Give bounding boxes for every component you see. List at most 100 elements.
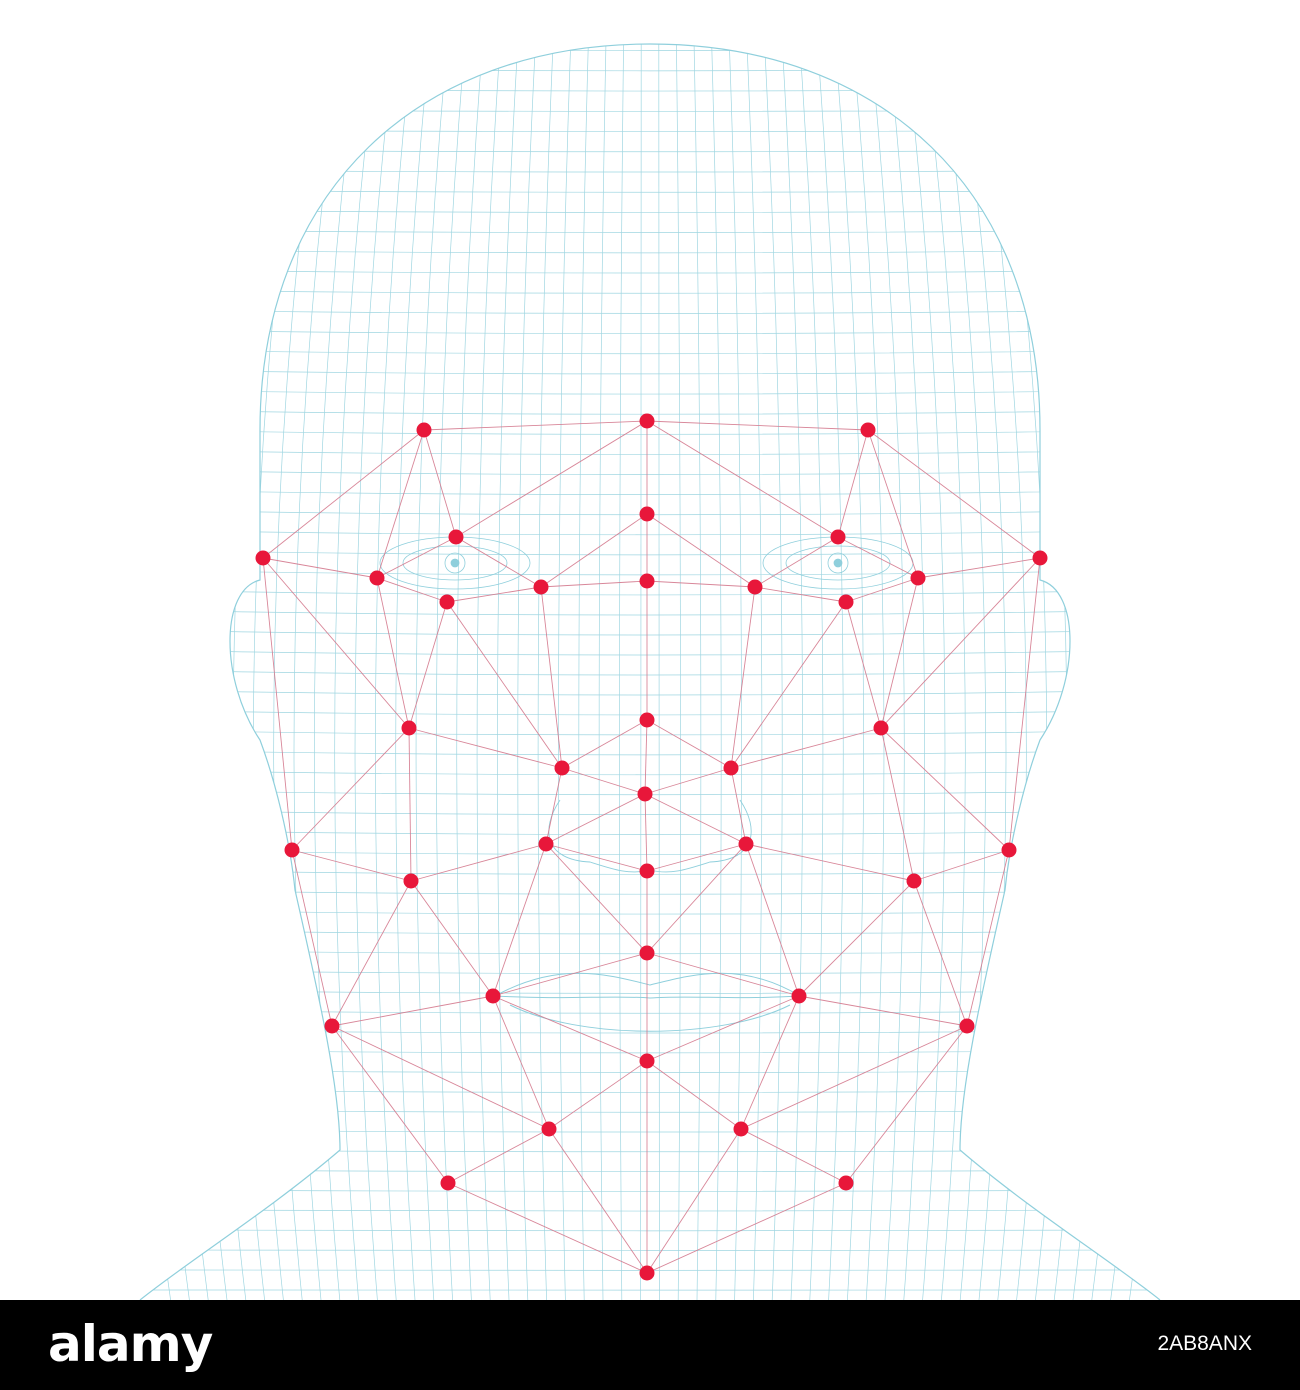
landmark-point bbox=[448, 529, 464, 545]
image-id-label: 2AB8ANX bbox=[1157, 1332, 1252, 1355]
landmark-link bbox=[740, 1025, 968, 1130]
landmark-link bbox=[423, 429, 457, 538]
landmark-link bbox=[730, 767, 747, 845]
watermark-footer: alamy 2AB8ANX bbox=[0, 1300, 1300, 1390]
mesh-vertical-line bbox=[1080, 44, 1149, 1300]
landmark-point bbox=[959, 1018, 975, 1034]
mesh-vertical-line bbox=[711, 44, 722, 1300]
mesh-horizontal-line bbox=[140, 649, 1160, 656]
mesh-horizontal-line bbox=[140, 369, 1160, 375]
landmark-point bbox=[637, 786, 653, 802]
landmark-links bbox=[262, 420, 1041, 1274]
mesh-vertical-line bbox=[436, 44, 466, 1300]
head-mesh bbox=[139, 43, 1161, 1300]
mesh-horizontal-line bbox=[140, 609, 1160, 616]
landmark-point bbox=[403, 873, 419, 889]
landmark-link bbox=[740, 1128, 847, 1184]
landmark-point bbox=[440, 1175, 456, 1191]
mesh-vertical-line bbox=[693, 44, 702, 1300]
landmark-link bbox=[644, 719, 648, 795]
landmark-link bbox=[880, 727, 1010, 851]
mesh-vertical-line bbox=[904, 44, 946, 1300]
landmark-link bbox=[646, 995, 800, 1062]
landmark-link bbox=[837, 536, 919, 579]
mesh-vertical-line bbox=[151, 44, 220, 1300]
landmark-link bbox=[837, 429, 869, 538]
mesh-horizontal-line bbox=[140, 829, 1160, 835]
mesh-vertical-line bbox=[598, 44, 607, 1300]
mesh-horizontal-line bbox=[140, 269, 1160, 274]
mesh-horizontal-line bbox=[140, 1189, 1160, 1192]
landmark-point bbox=[1001, 842, 1017, 858]
mesh-horizontal-line bbox=[140, 909, 1160, 915]
landmark-link bbox=[867, 429, 919, 579]
landmark-link bbox=[376, 577, 410, 729]
landmark-point bbox=[838, 594, 854, 610]
mesh-horizontal-line bbox=[140, 1249, 1160, 1251]
landmark-point bbox=[369, 570, 385, 586]
landmark-link bbox=[798, 995, 968, 1027]
landmark-point bbox=[860, 422, 876, 438]
mesh-vertical-line bbox=[273, 44, 325, 1300]
mesh-horizontal-line bbox=[140, 229, 1160, 233]
landmark-link bbox=[408, 601, 448, 729]
mesh-horizontal-line bbox=[140, 729, 1160, 736]
mesh-vertical-line bbox=[293, 44, 343, 1300]
landmark-link bbox=[646, 719, 732, 769]
mesh-horizontal-line bbox=[140, 1069, 1160, 1073]
landmark-link bbox=[646, 420, 869, 431]
mesh-horizontal-line bbox=[140, 889, 1160, 895]
landmark-point bbox=[639, 506, 655, 522]
mesh-horizontal-line bbox=[140, 1009, 1160, 1014]
mesh-horizontal-line bbox=[140, 1109, 1160, 1113]
landmark-point bbox=[554, 760, 570, 776]
landmark-link bbox=[455, 420, 648, 538]
mesh-vertical-line bbox=[212, 44, 272, 1300]
landmark-point bbox=[639, 863, 655, 879]
mesh-horizontal-line bbox=[140, 529, 1160, 536]
mesh-horizontal-line bbox=[140, 629, 1160, 636]
landmark-point bbox=[324, 1018, 340, 1034]
mesh-vertical-line bbox=[619, 44, 624, 1300]
mesh-horizontal-line bbox=[140, 149, 1160, 153]
landmark-link bbox=[492, 843, 547, 997]
mesh-horizontal-line bbox=[140, 409, 1160, 415]
mesh-vertical-line bbox=[887, 44, 925, 1300]
mesh-horizontal-line bbox=[140, 1129, 1160, 1133]
mesh-vertical-line bbox=[395, 44, 431, 1300]
landmark-link bbox=[913, 880, 968, 1027]
mesh-horizontal-line bbox=[140, 1049, 1160, 1054]
mesh-horizontal-line bbox=[140, 929, 1160, 935]
landmark-point bbox=[401, 720, 417, 736]
landmark-link bbox=[548, 1060, 648, 1130]
mesh-vertical-line bbox=[781, 44, 803, 1300]
landmark-link bbox=[331, 995, 494, 1027]
landmark-link bbox=[845, 1025, 968, 1184]
mesh-vertical-line bbox=[799, 44, 824, 1300]
landmark-link bbox=[913, 849, 1010, 882]
landmark-point bbox=[873, 720, 889, 736]
landmark-link bbox=[331, 1025, 449, 1184]
landmark-point bbox=[791, 988, 807, 1004]
landmark-point bbox=[639, 945, 655, 961]
mesh-horizontal-line bbox=[140, 969, 1160, 974]
mesh-horizontal-line bbox=[140, 469, 1160, 475]
landmark-point bbox=[747, 579, 763, 595]
mesh-horizontal-line bbox=[140, 189, 1160, 193]
landmark-link bbox=[447, 1128, 550, 1184]
landmark-link bbox=[410, 880, 494, 997]
landmark-link bbox=[408, 727, 412, 882]
mesh-vertical-line bbox=[940, 44, 986, 1300]
mesh-horizontal-line bbox=[140, 129, 1160, 132]
mesh-horizontal-line bbox=[140, 1229, 1160, 1232]
mesh-vertical-line bbox=[639, 44, 642, 1300]
mesh-vertical-line bbox=[232, 44, 290, 1300]
mesh-vertical-line bbox=[334, 44, 378, 1300]
landmark-link bbox=[880, 577, 919, 729]
mesh-horizontal-line bbox=[140, 1169, 1160, 1172]
mesh-horizontal-line bbox=[140, 169, 1160, 173]
landmark-link bbox=[492, 995, 550, 1130]
landmark-link bbox=[646, 1182, 847, 1274]
mesh-horizontal-line bbox=[140, 989, 1160, 994]
mesh-vertical-line bbox=[1010, 44, 1068, 1300]
